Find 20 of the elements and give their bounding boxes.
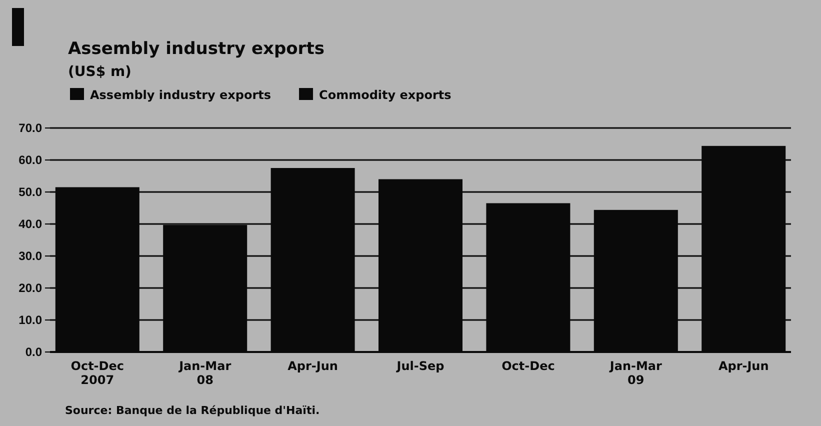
y-tick-label: 30.0 <box>18 248 42 263</box>
y-tick-label: 50.0 <box>18 184 42 199</box>
x-tick-label: Oct-Dec <box>502 359 555 373</box>
x-tick-label: Oct-Dec 2007 <box>70 359 124 387</box>
legend-label: Commodity exports <box>319 88 452 102</box>
y-tick-label: 60.0 <box>18 152 42 167</box>
chart-title: Assembly industry exports <box>68 39 324 59</box>
x-tick-label: Jul-Sep <box>396 359 445 373</box>
y-tick-label: 10.0 <box>18 312 42 327</box>
x-tick-label: Apr-Jun <box>288 359 338 373</box>
x-tick-label: Jan-Mar 09 <box>608 359 662 387</box>
x-tick-label: Apr-Jun <box>718 359 769 373</box>
legend-label: Assembly industry exports <box>90 88 272 102</box>
y-tick-label: 40.0 <box>18 216 42 231</box>
y-tick-label: 20.0 <box>18 280 42 295</box>
chart-subtitle: (US$ m) <box>68 64 132 80</box>
x-tick-label: Jan-Mar 08 <box>178 359 232 387</box>
source-note: Source: Banque de la République d'Haïti. <box>65 404 320 417</box>
y-tick-label: 70.0 <box>18 120 42 135</box>
y-tick-label: 0.0 <box>25 344 42 359</box>
